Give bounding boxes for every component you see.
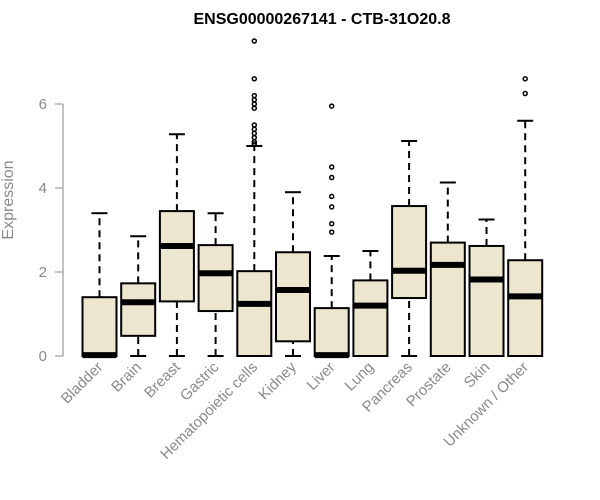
outlier-point bbox=[251, 97, 258, 103]
box-prostate bbox=[429, 181, 466, 358]
box-breast bbox=[158, 133, 195, 357]
outlier-point bbox=[251, 122, 258, 128]
box-iqr bbox=[197, 244, 234, 313]
y-axis-label: Expression bbox=[0, 160, 17, 239]
outlier-point bbox=[251, 134, 258, 141]
x-tick-label: Brain bbox=[108, 359, 145, 396]
x-tick-label: Lung bbox=[342, 359, 378, 395]
outlier-point bbox=[522, 76, 528, 82]
outlier-point bbox=[251, 76, 258, 82]
x-tick-label: Liver bbox=[304, 359, 339, 394]
outlier-point bbox=[328, 229, 335, 235]
box-iqr bbox=[81, 296, 118, 358]
y-tick-label: 6 bbox=[39, 96, 47, 113]
box-bladder bbox=[81, 212, 118, 359]
outlier-point bbox=[328, 164, 335, 170]
outlier-point bbox=[251, 141, 258, 147]
outlier-point bbox=[251, 130, 258, 137]
box-series bbox=[81, 38, 544, 359]
box-iqr bbox=[468, 244, 505, 358]
outlier-point bbox=[251, 105, 258, 111]
x-tick-label: Skin bbox=[461, 359, 494, 392]
x-tick-label: Breast bbox=[141, 358, 184, 401]
outlier-point bbox=[328, 103, 335, 109]
outlier-point bbox=[328, 204, 335, 210]
box-skin bbox=[468, 218, 505, 358]
box-iqr bbox=[507, 259, 544, 357]
box-iqr bbox=[158, 210, 195, 303]
y-tick-label: 2 bbox=[39, 264, 47, 281]
outlier-point bbox=[251, 38, 258, 44]
chart-title: ENSG00000267141 - CTB-31O20.8 bbox=[193, 11, 450, 28]
outlier-point bbox=[251, 126, 258, 132]
y-tick-label: 4 bbox=[39, 180, 47, 197]
box-iqr bbox=[236, 270, 273, 357]
box-pancreas bbox=[391, 139, 428, 357]
box-hematopoietic-cells bbox=[236, 38, 273, 357]
outlier-point bbox=[522, 90, 528, 97]
box-iqr bbox=[429, 241, 466, 358]
outlier-point bbox=[328, 220, 335, 227]
box-lung bbox=[352, 250, 389, 357]
box-brain bbox=[120, 235, 157, 357]
box-kidney bbox=[275, 191, 311, 357]
x-tick-label: Kidney bbox=[255, 358, 300, 403]
y-tick-label: 0 bbox=[39, 348, 47, 365]
outlier-point bbox=[251, 101, 258, 107]
box-iqr bbox=[275, 251, 311, 343]
outlier-point bbox=[251, 92, 258, 99]
box-liver bbox=[313, 103, 350, 359]
y-axis: 0 2 4 6 bbox=[39, 96, 64, 365]
box-iqr bbox=[352, 279, 389, 357]
box-unknown-other bbox=[507, 76, 544, 357]
box-iqr bbox=[313, 307, 350, 357]
outlier-point bbox=[328, 193, 335, 200]
box-iqr bbox=[391, 205, 428, 300]
x-tick-label: Bladder bbox=[58, 359, 107, 408]
outlier-point bbox=[328, 174, 335, 181]
box-iqr bbox=[120, 282, 157, 337]
box-gastric bbox=[197, 212, 234, 357]
